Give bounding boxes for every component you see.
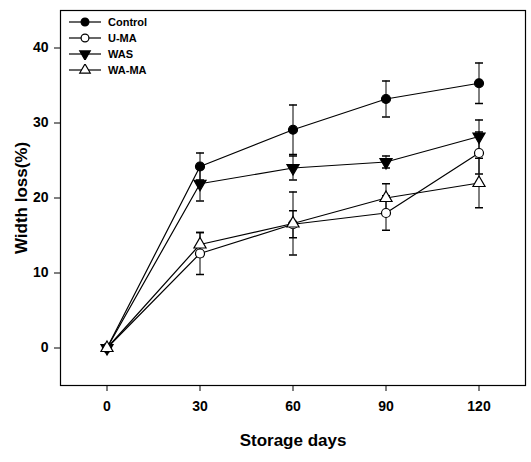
- html-text:WA-MA: WA-MA: [108, 64, 147, 76]
- html-text:WAS: WAS: [108, 48, 134, 60]
- svg-text:0: 0: [103, 398, 111, 414]
- svg-text:30: 30: [192, 398, 208, 414]
- svg-text:40: 40: [33, 39, 49, 55]
- svg-text:0: 0: [41, 339, 49, 355]
- svg-text:10: 10: [33, 264, 49, 280]
- svg-text:Width loss(%): Width loss(%): [12, 142, 31, 254]
- svg-text:Storage days: Storage days: [240, 431, 347, 450]
- svg-text:20: 20: [33, 189, 49, 205]
- svg-text:30: 30: [33, 114, 49, 130]
- html-text:Control: Control: [108, 16, 148, 28]
- svg-text:60: 60: [285, 398, 301, 414]
- svg-text:90: 90: [378, 398, 394, 414]
- html-text:U-MA: U-MA: [108, 32, 137, 44]
- svg-text:120: 120: [467, 398, 491, 414]
